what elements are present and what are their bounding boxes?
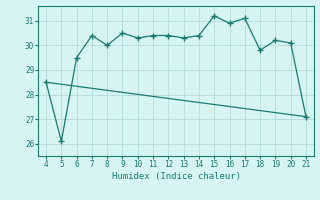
X-axis label: Humidex (Indice chaleur): Humidex (Indice chaleur) (111, 172, 241, 181)
